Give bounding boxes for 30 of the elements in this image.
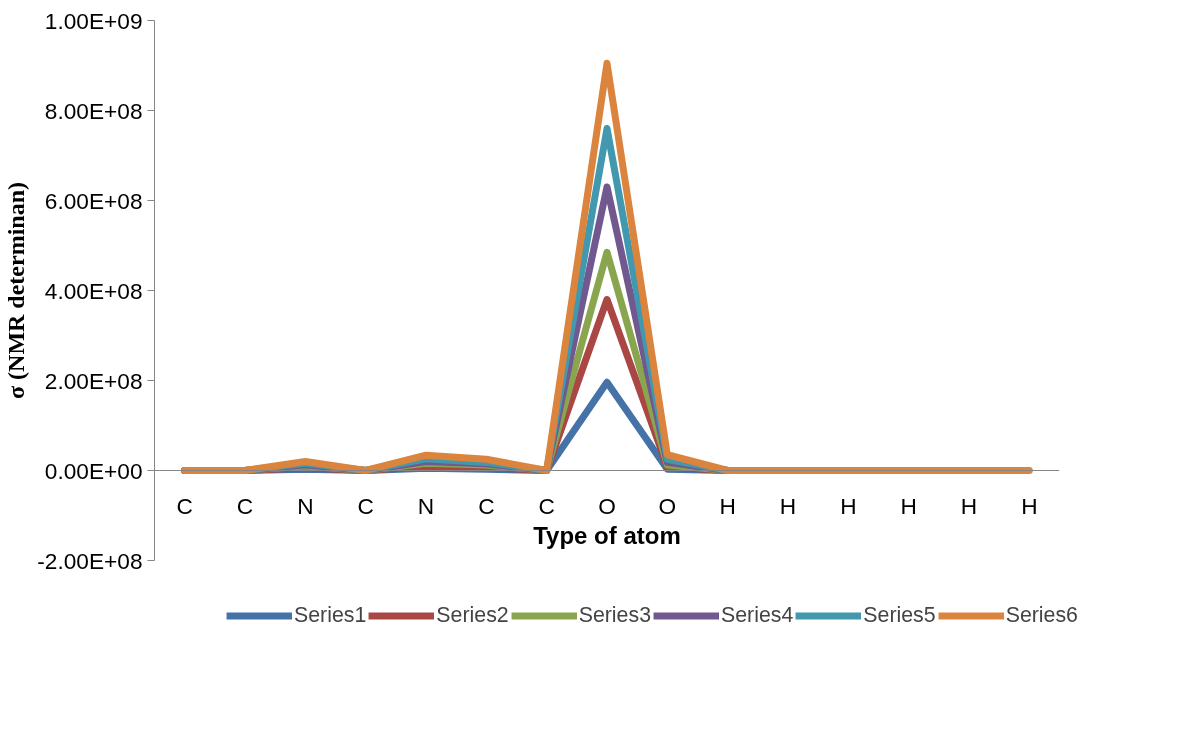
x-tick-label: C (236, 492, 254, 519)
x-tick-label: N (417, 492, 435, 519)
x-axis-title: Type of atom (533, 521, 681, 549)
legend-label: Series2 (436, 602, 509, 628)
x-tick-label: O (658, 492, 677, 519)
y-tick-label: 1.00E+09 (44, 7, 143, 34)
x-tick-label: H (900, 492, 917, 519)
x-tick-label: C (357, 492, 374, 519)
y-tick-label: 8.00E+08 (44, 97, 143, 124)
y-tick-label: -2.00E+08 (37, 547, 143, 574)
x-tick-label: N (297, 492, 314, 519)
legend-label: Series1 (294, 602, 367, 628)
x-tick-label: C (478, 492, 495, 519)
y-tick-label: 2.00E+08 (44, 367, 143, 394)
legend-label: Series4 (721, 602, 794, 628)
x-tick-label: O (598, 492, 616, 519)
y-tick-label: 0.00E+00 (44, 457, 143, 484)
x-tick-label: H (840, 492, 857, 519)
y-tick-label: 4.00E+08 (44, 277, 143, 304)
x-tick-label: H (1021, 492, 1038, 519)
legend-label: Series6 (1005, 602, 1078, 628)
x-tick-label: C (176, 492, 193, 519)
x-tick-label: H (719, 492, 736, 519)
legend-label: Series3 (578, 602, 651, 628)
legend-label: Series5 (863, 602, 936, 628)
y-axis-title: σ (NMR determinan) (3, 181, 30, 399)
y-tick-label: 6.00E+08 (44, 187, 143, 214)
x-tick-label: H (960, 492, 978, 519)
x-tick-label: H (779, 492, 797, 519)
x-tick-label: C (538, 492, 555, 519)
